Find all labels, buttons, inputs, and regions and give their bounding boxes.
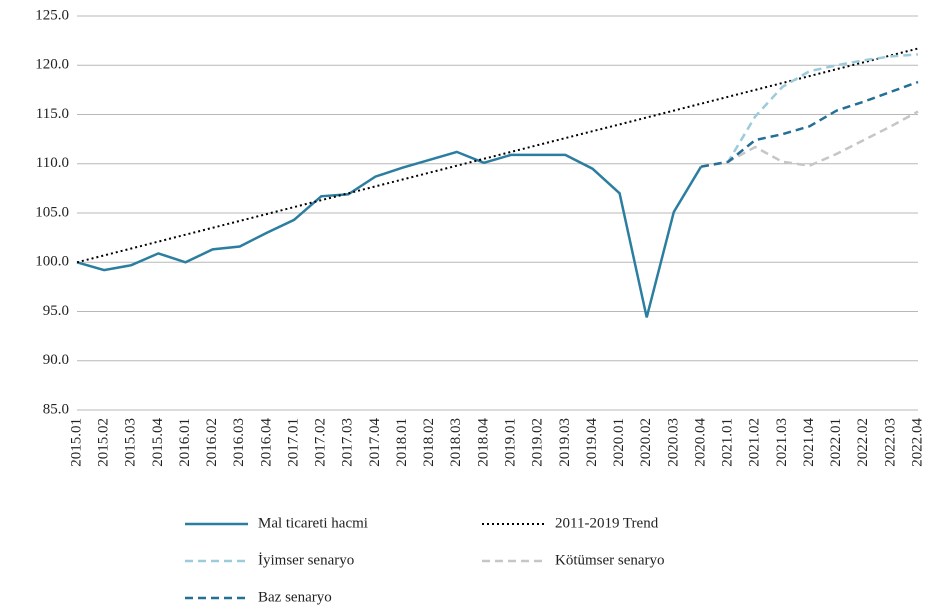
y-tick-label: 125.0 [35, 7, 69, 23]
y-tick-label: 120.0 [35, 57, 69, 73]
x-tick-label: 2017.03 [340, 418, 356, 467]
x-tick-label: 2018.02 [421, 418, 437, 467]
x-tick-label: 2015.04 [150, 418, 166, 467]
x-tick-label: 2019.01 [503, 418, 519, 467]
x-tick-label: 2018.04 [475, 418, 491, 467]
x-tick-label: 2015.03 [123, 418, 139, 467]
x-tick-label: 2021.03 [774, 418, 790, 467]
series-line [700, 53, 919, 168]
x-tick-label: 2016.04 [258, 418, 274, 467]
x-tick-label: 2019.04 [584, 418, 600, 467]
legend-label: Mal ticareti hacmi [258, 515, 368, 531]
series-line [700, 110, 919, 168]
x-tick-label: 2020.04 [692, 418, 708, 467]
x-tick-label: 2020.02 [638, 418, 654, 467]
x-tick-label: 2022.03 [882, 418, 898, 467]
x-tick-label: 2018.03 [448, 418, 464, 467]
y-tick-label: 110.0 [36, 155, 69, 171]
series-line [76, 150, 703, 318]
x-tick-label: 2019.03 [557, 418, 573, 467]
x-tick-label: 2016.03 [231, 418, 247, 467]
legend-label: 2011-2019 Trend [555, 515, 659, 531]
y-tick-label: 105.0 [35, 204, 69, 220]
x-tick-label: 2022.01 [828, 418, 844, 467]
x-tick-label: 2022.02 [855, 418, 871, 467]
x-tick-label: 2015.01 [68, 418, 84, 467]
x-tick-label: 2018.01 [394, 418, 410, 467]
x-tick-label: 2016.02 [204, 418, 220, 467]
x-tick-label: 2017.04 [367, 418, 383, 467]
x-tick-label: 2020.01 [611, 418, 627, 467]
x-tick-label: 2021.04 [801, 418, 817, 467]
x-tick-label: 2021.02 [747, 418, 763, 467]
legend-label: Kötümser senaryo [555, 552, 665, 568]
x-tick-label: 2021.01 [720, 418, 736, 467]
x-tick-label: 2017.01 [285, 418, 301, 467]
x-tick-label: 2016.01 [177, 418, 193, 467]
y-tick-label: 85.0 [43, 401, 69, 417]
legend-label: İyimser senaryo [258, 552, 354, 568]
legend-label: Baz senaryo [258, 589, 332, 605]
y-tick-label: 100.0 [35, 254, 69, 270]
x-tick-label: 2017.02 [313, 418, 329, 467]
x-tick-label: 2020.03 [665, 418, 681, 467]
x-tick-label: 2019.02 [530, 418, 546, 467]
x-tick-label: 2022.04 [909, 418, 925, 467]
x-tick-label: 2015.02 [96, 418, 112, 467]
y-tick-label: 115.0 [36, 106, 69, 122]
y-tick-label: 90.0 [43, 352, 69, 368]
series-line [700, 80, 919, 168]
y-tick-label: 95.0 [43, 303, 69, 319]
